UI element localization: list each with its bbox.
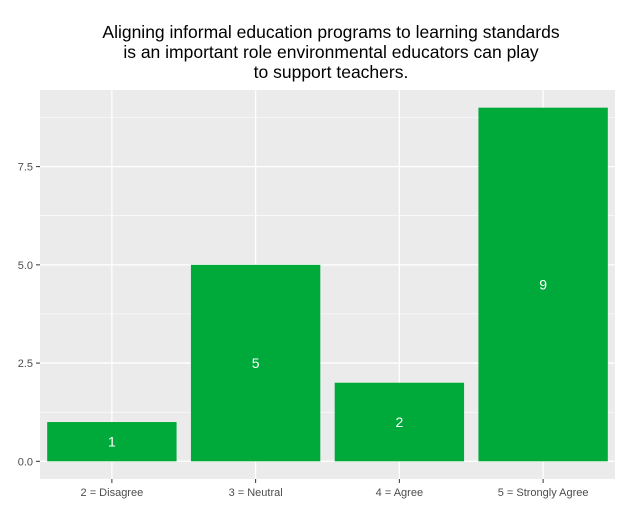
x-tick-label: 4 = Agree xyxy=(376,487,423,499)
data-label-1: 1 xyxy=(108,434,116,450)
y-tick-label: 0.0 xyxy=(18,456,33,468)
x-tick-label: 2 = Disagree xyxy=(81,487,144,499)
chart-title-line-2: is an important role environmental educa… xyxy=(123,42,539,62)
bar-4 xyxy=(478,107,608,462)
y-tick-label: 2.5 xyxy=(18,358,33,370)
x-axis: 2 = Disagree 3 = Neutral 4 = Agree 5 = Stro… xyxy=(81,479,589,499)
chart-title-line-3: to support teachers. xyxy=(254,62,409,82)
bars xyxy=(47,107,608,462)
y-tick-label: 7.5 xyxy=(18,162,33,174)
chart-title: Aligning informal education programs to … xyxy=(102,22,559,82)
x-tick-label: 3 = Neutral xyxy=(229,487,283,499)
data-label-4: 9 xyxy=(539,277,547,293)
x-tick-label: 5 = Strongly Agree xyxy=(498,487,589,499)
data-label-3: 2 xyxy=(395,414,403,430)
data-label-2: 5 xyxy=(252,355,260,371)
y-tick-label: 5.0 xyxy=(18,260,33,272)
bar-3 xyxy=(334,382,465,462)
chart-title-line-1: Aligning informal education programs to … xyxy=(102,22,559,42)
y-axis: 0.0 2.5 5.0 7.5 xyxy=(18,162,40,468)
bar-1 xyxy=(47,422,177,462)
bar-2 xyxy=(190,264,321,462)
